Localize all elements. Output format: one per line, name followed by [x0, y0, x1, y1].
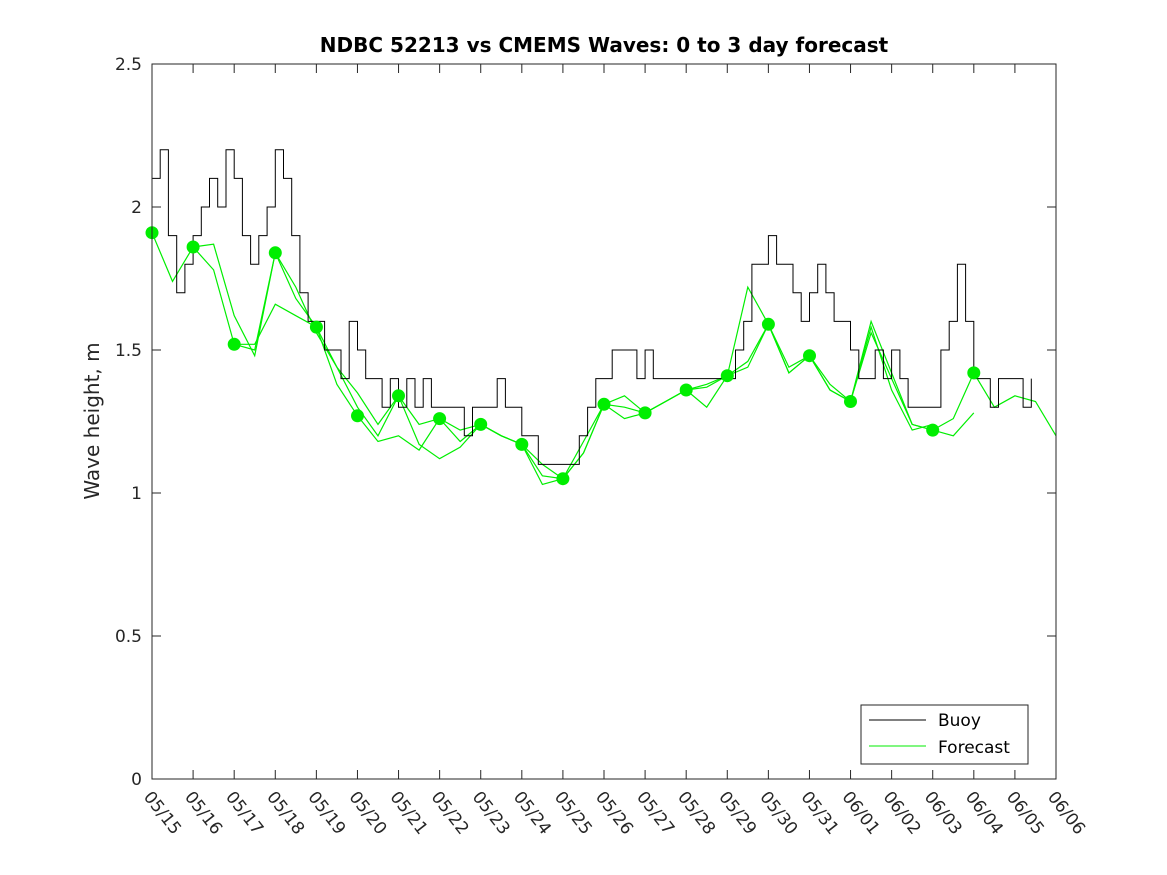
forecast-marker-19 [967, 366, 981, 380]
forecast-lines [151, 232, 1057, 486]
forecast-marker-17 [844, 395, 857, 408]
legend: Buoy Forecast [860, 704, 1029, 765]
y-tick-label-2: 1 [131, 484, 142, 504]
forecast-line-4 [315, 326, 440, 437]
forecast-marker-16 [803, 349, 816, 363]
y-tick-label-3: 1.5 [115, 341, 142, 361]
legend-box [860, 704, 1029, 765]
forecast-marker-18 [926, 423, 940, 437]
forecast-marker-10 [556, 472, 570, 486]
forecast-marker-5 [351, 409, 364, 423]
forecast-marker-1 [186, 240, 200, 254]
forecast-marker-9 [515, 437, 529, 451]
buoy-line [152, 149, 1032, 465]
forecast-marker-13 [679, 383, 693, 397]
forecast-line-9 [521, 403, 646, 486]
forecast-marker-4 [309, 320, 323, 334]
forecast-marker-15 [761, 317, 775, 331]
forecast-marker-14 [720, 369, 734, 383]
y-tick-label-4: 2 [131, 198, 142, 218]
chart-title: NDBC 52213 vs CMEMS Waves: 0 to 3 day fo… [320, 33, 889, 57]
y-tick-label-1: 0.5 [115, 627, 142, 647]
y-axis-label: Wave height, m [80, 342, 104, 499]
forecast-line-2 [234, 303, 359, 417]
forecast-line-0 [151, 232, 276, 351]
forecast-line-19 [973, 372, 1057, 437]
y-axis-ticks: 0 0.5 1 1.5 2 2.5 [115, 55, 1056, 790]
forecast-marker-12 [638, 406, 652, 420]
forecast-marker-3 [268, 246, 282, 260]
forecast-line-16 [809, 325, 933, 431]
forecast-line-1 [193, 243, 317, 358]
forecast-line-15 [767, 319, 893, 403]
forecast-marker-7 [433, 412, 447, 426]
y-tick-label-5: 2.5 [115, 55, 142, 75]
forecast-line-5 [357, 415, 481, 451]
forecast-marker-6 [392, 389, 405, 403]
forecast-marker-11 [597, 397, 611, 411]
forecast-marker-8 [474, 417, 488, 431]
forecast-line-12 [644, 324, 769, 414]
y-tick-label-0: 0 [131, 770, 142, 790]
forecast-markers [145, 226, 981, 486]
forecast-marker-2 [227, 337, 241, 351]
legend-buoy-label: Buoy [938, 711, 981, 731]
legend-forecast-label: Forecast [938, 738, 1010, 758]
plot-area [152, 64, 1056, 779]
